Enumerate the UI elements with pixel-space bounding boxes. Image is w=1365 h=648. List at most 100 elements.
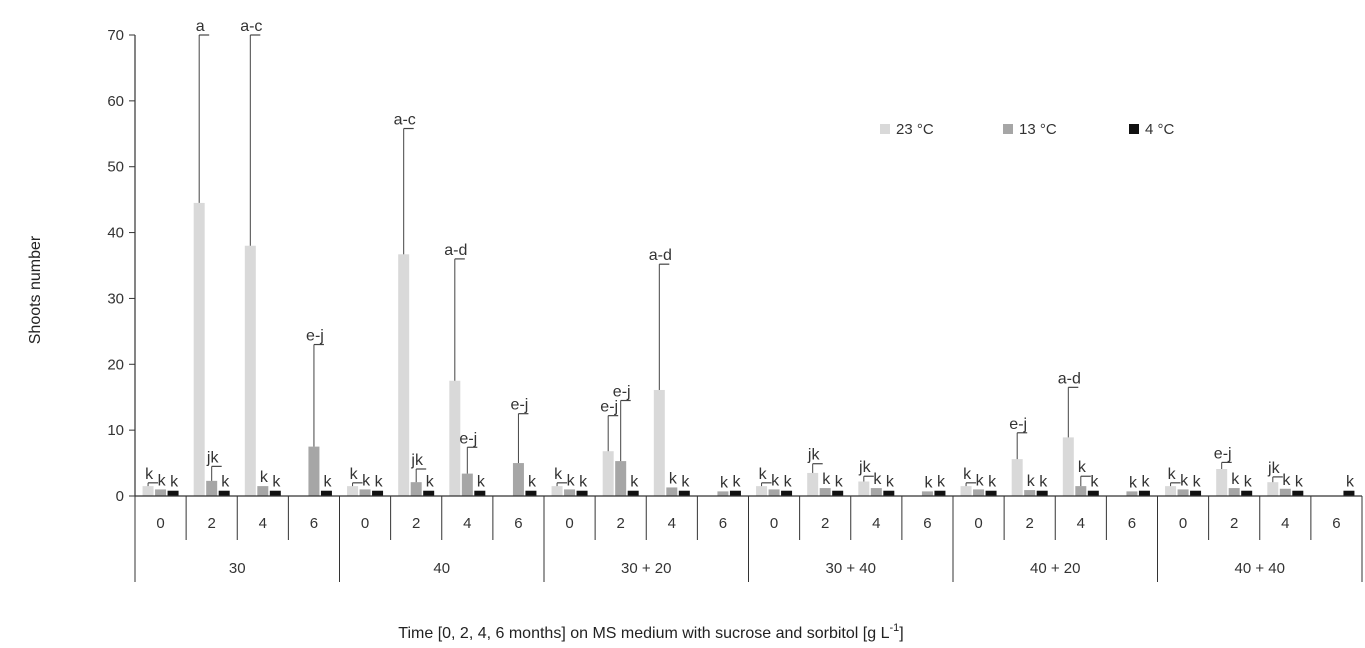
bar (320, 490, 332, 496)
x-month-label: 2 (208, 515, 216, 532)
bar (1279, 488, 1291, 496)
bar (576, 490, 588, 496)
significance-label: jk (858, 459, 872, 476)
significance-label: k (1039, 474, 1048, 491)
significance-label: k (963, 466, 972, 483)
significance-label: k (988, 474, 997, 491)
x-month-label: 0 (156, 515, 164, 532)
x-month-label: 6 (1332, 515, 1340, 532)
significance-label: k (681, 474, 690, 491)
x-axis-title-main: Time [0, 2, 4, 6 months] on MS medium wi… (398, 625, 889, 642)
significance-label: k (924, 474, 933, 491)
bar (678, 490, 690, 496)
x-group-label: 40 + 20 (1030, 560, 1080, 577)
significance-label: k (158, 472, 167, 489)
significance-label: k (835, 474, 844, 491)
x-month-label: 4 (463, 515, 471, 532)
significance-label: jk (410, 452, 424, 469)
x-month-label: 2 (617, 515, 625, 532)
bar (167, 490, 179, 496)
bar (155, 489, 167, 496)
bar (1228, 488, 1240, 496)
legend-label: 4 °C (1145, 121, 1175, 138)
legend-swatch (1003, 124, 1013, 134)
significance-label: k (976, 472, 985, 489)
bar (257, 486, 269, 496)
y-axis: 0 10 20 30 40 50 60 70 (107, 27, 136, 505)
significance-label: k (221, 474, 230, 491)
x-month-label: 0 (565, 515, 573, 532)
significance-label: k (272, 474, 281, 491)
significance-label: k (1282, 472, 1291, 489)
bar (449, 380, 461, 496)
bar (512, 463, 524, 496)
x-month-label: 6 (719, 515, 727, 532)
bar (921, 491, 933, 496)
x-month-label: 2 (821, 515, 829, 532)
legend-label: 13 °C (1019, 121, 1057, 138)
y-tick-label: 50 (107, 159, 124, 176)
y-tick-label: 10 (107, 422, 124, 439)
bar (1292, 490, 1304, 496)
x-group-label: 40 (433, 560, 450, 577)
bar (142, 486, 154, 496)
significance-label: k (426, 474, 435, 491)
bar (1241, 490, 1253, 496)
bar (1062, 437, 1074, 496)
x-month-label: 6 (923, 515, 931, 532)
bar (525, 490, 537, 496)
significance-label: k (528, 474, 537, 491)
significance-label: k (937, 474, 946, 491)
bar (602, 451, 614, 496)
bar (347, 486, 359, 496)
bar (1036, 490, 1048, 496)
significance-label: k (1141, 474, 1150, 491)
significance-label: k (1295, 474, 1304, 491)
significance-label: a-d (649, 247, 672, 264)
significance-label: a-c (394, 112, 416, 129)
x-axis-title-end: ] (899, 625, 903, 642)
bar (244, 245, 256, 496)
bar (960, 486, 972, 496)
bar (1267, 482, 1279, 496)
significance-label: k (630, 474, 639, 491)
bar (423, 490, 435, 496)
bar (551, 486, 563, 496)
x-month-label: 4 (1281, 515, 1289, 532)
y-tick-label: 60 (107, 93, 124, 110)
significance-label: e-j (1009, 416, 1027, 433)
significance-label: a-d (1058, 370, 1081, 387)
significance-label: a-d (444, 242, 467, 259)
significance-label: k (1244, 474, 1253, 491)
significance-label: e-j (600, 399, 618, 416)
x-month-label: 0 (770, 515, 778, 532)
x-group-label: 40 + 40 (1235, 560, 1285, 577)
bar (1190, 490, 1202, 496)
x-month-label: 2 (1230, 515, 1238, 532)
bar (870, 488, 882, 496)
significance-label: e-j (459, 430, 477, 447)
x-month-label: 0 (361, 515, 369, 532)
y-tick-label: 30 (107, 290, 124, 307)
bar (781, 490, 793, 496)
significance-label: k (1027, 473, 1036, 490)
significance-label: e-j (613, 384, 631, 401)
bar (461, 473, 473, 496)
bar (883, 490, 895, 496)
bar (410, 482, 422, 496)
significance-label: k (362, 472, 371, 489)
significance-label: e-j (511, 397, 529, 414)
legend-swatch (1129, 124, 1139, 134)
x-month-label: 4 (872, 515, 880, 532)
significance-label: jk (1267, 460, 1281, 477)
significance-label: k (323, 474, 332, 491)
bar (1177, 489, 1189, 496)
bar (1343, 490, 1355, 496)
bar (832, 490, 844, 496)
x-group-label: 30 (229, 560, 246, 577)
bar (756, 486, 768, 496)
significance-label: k (873, 471, 882, 488)
bar (627, 490, 639, 496)
x-group-label: 30 + 20 (621, 560, 671, 577)
